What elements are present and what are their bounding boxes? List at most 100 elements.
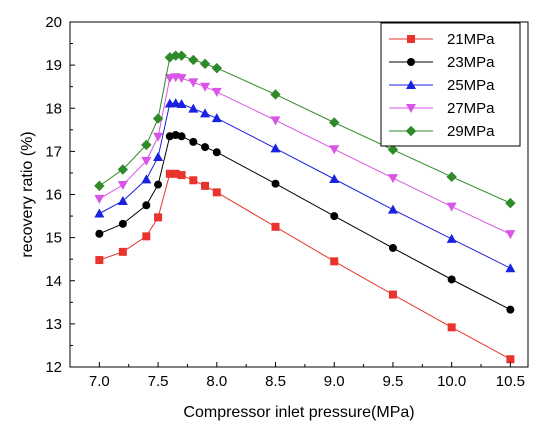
data-point-21MPa-5 (171, 169, 180, 178)
series-23MPa (95, 130, 515, 314)
data-point-29MPa-9 (211, 62, 222, 74)
data-point-21MPa-2 (142, 232, 151, 241)
data-point-27MPa-13 (446, 202, 457, 212)
data-point-25MPa-13 (446, 233, 457, 243)
data-point-25MPa-3 (153, 151, 164, 161)
data-point-25MPa-12 (387, 204, 398, 214)
y-tick-label: 14 (45, 273, 62, 290)
data-point-23MPa-1 (118, 219, 127, 228)
data-point-21MPa-9 (212, 188, 221, 197)
series-25MPa (94, 98, 516, 273)
series-21MPa (95, 169, 515, 364)
y-tick-label: 18 (45, 100, 62, 117)
data-point-23MPa-2 (142, 201, 151, 210)
legend-label: 29MPa (447, 123, 495, 140)
data-point-21MPa-0 (95, 256, 104, 265)
data-point-29MPa-3 (152, 113, 164, 124)
y-tick-label: 19 (45, 57, 62, 74)
data-point-21MPa-8 (201, 181, 210, 190)
legend-item: 27MPa (389, 100, 495, 117)
data-point-27MPa-11 (329, 145, 340, 155)
data-point-29MPa-0 (94, 180, 105, 192)
data-point-27MPa-14 (505, 230, 516, 240)
y-tick-label: 13 (45, 316, 62, 333)
x-tick-label: 7.5 (148, 373, 169, 390)
legend: 21MPa 23MPa 25MPa 27MPa 29MPa (380, 22, 521, 147)
x-tick-label: 10.5 (496, 373, 525, 390)
data-point-27MPa-12 (387, 174, 398, 184)
legend-label: 21MPa (447, 31, 495, 48)
data-point-25MPa-10 (270, 143, 281, 153)
data-point-25MPa-9 (211, 113, 222, 123)
data-point-29MPa-14 (505, 197, 516, 209)
axis-layer: 7.0 7.5 8.0 8.5 9.0 9.5 10.0 10.5 12 13 14 15 16 17 18… (45, 14, 525, 390)
data-point-25MPa-0 (94, 208, 105, 218)
y-tick-label: 15 (45, 230, 62, 247)
data-point-27MPa-7 (188, 78, 199, 88)
series-line-23MPa (99, 134, 511, 311)
data-point-23MPa-8 (201, 143, 210, 152)
x-tick-label: 8.0 (206, 373, 227, 390)
data-point-29MPa-5 (170, 50, 181, 61)
data-point-29MPa-8 (199, 58, 211, 70)
data-point-23MPa-3 (154, 180, 163, 189)
data-point-27MPa-0 (94, 194, 105, 204)
legend-swatch-marker (406, 104, 416, 113)
data-point-23MPa-14 (506, 305, 515, 314)
x-tick-label: 10.0 (437, 373, 466, 390)
legend-item: 29MPa (389, 123, 495, 140)
data-point-23MPa-13 (447, 275, 456, 284)
x-tick-label: 9.0 (324, 373, 345, 390)
data-point-27MPa-9 (211, 87, 222, 97)
data-point-29MPa-11 (329, 117, 340, 128)
data-point-21MPa-7 (189, 176, 198, 185)
data-point-25MPa-7 (188, 103, 199, 113)
data-point-23MPa-9 (212, 148, 221, 157)
data-point-29MPa-2 (141, 139, 152, 151)
data-point-23MPa-12 (388, 243, 397, 252)
series-29MPa (94, 50, 516, 209)
y-tick-label: 12 (45, 359, 62, 376)
data-point-21MPa-11 (330, 257, 339, 266)
data-point-21MPa-14 (506, 355, 515, 364)
data-point-23MPa-0 (95, 229, 104, 238)
x-tick-label: 9.5 (383, 373, 404, 390)
legend-swatch-marker (405, 125, 417, 137)
data-point-29MPa-7 (188, 54, 199, 66)
data-point-21MPa-12 (388, 290, 397, 299)
data-point-27MPa-6 (176, 74, 187, 84)
data-point-23MPa-11 (330, 212, 339, 221)
legend-item: 25MPa (389, 77, 495, 94)
data-point-25MPa-2 (141, 174, 152, 184)
data-point-29MPa-10 (270, 89, 281, 100)
data-point-21MPa-10 (271, 222, 280, 231)
legend-swatch-marker (406, 80, 416, 89)
data-point-27MPa-4 (164, 74, 175, 84)
data-point-23MPa-10 (271, 179, 280, 188)
data-point-25MPa-5 (170, 98, 181, 108)
data-point-27MPa-2 (141, 156, 152, 166)
data-point-21MPa-6 (177, 171, 186, 180)
legend-item: 23MPa (389, 54, 495, 71)
data-point-29MPa-13 (446, 171, 457, 183)
y-axis-title: recovery ratio (%) (19, 131, 36, 257)
data-point-23MPa-6 (177, 132, 186, 141)
data-point-27MPa-8 (200, 82, 211, 92)
data-point-27MPa-1 (117, 181, 128, 191)
legend-swatch-marker (407, 58, 415, 66)
data-point-29MPa-12 (387, 144, 399, 155)
y-tick-label: 16 (45, 187, 62, 204)
data-point-27MPa-10 (270, 116, 281, 126)
data-point-25MPa-14 (505, 263, 516, 273)
x-tick-label: 7.0 (89, 373, 110, 390)
data-point-25MPa-1 (117, 195, 128, 205)
x-axis-title: Compressor inlet pressure(MPa) (183, 404, 414, 421)
data-point-21MPa-13 (447, 323, 456, 332)
data-point-23MPa-7 (189, 137, 198, 146)
y-tick-label: 17 (45, 143, 62, 160)
data-point-21MPa-1 (118, 247, 127, 256)
legend-label: 25MPa (447, 77, 495, 94)
data-point-29MPa-6 (176, 50, 187, 61)
legend-label: 23MPa (447, 54, 495, 71)
